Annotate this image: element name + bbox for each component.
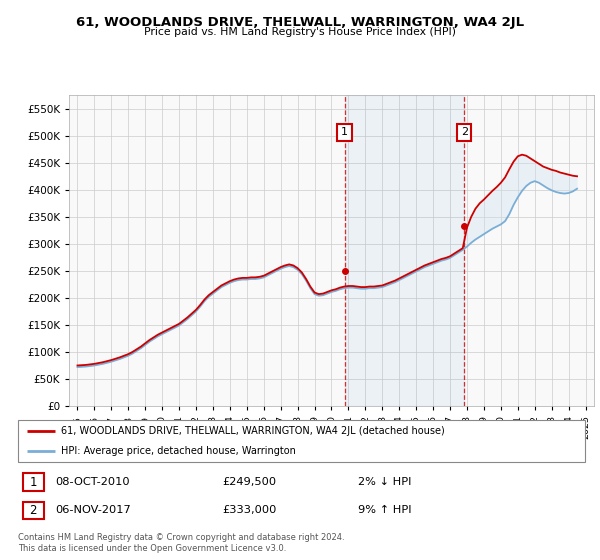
FancyBboxPatch shape [18, 420, 585, 462]
FancyBboxPatch shape [23, 502, 44, 519]
Text: 9% ↑ HPI: 9% ↑ HPI [358, 505, 412, 515]
Text: 08-OCT-2010: 08-OCT-2010 [55, 477, 130, 487]
Text: HPI: Average price, detached house, Warrington: HPI: Average price, detached house, Warr… [61, 446, 295, 456]
Text: Price paid vs. HM Land Registry's House Price Index (HPI): Price paid vs. HM Land Registry's House … [144, 27, 456, 37]
FancyBboxPatch shape [457, 124, 472, 141]
Text: Contains HM Land Registry data © Crown copyright and database right 2024.
This d: Contains HM Land Registry data © Crown c… [18, 533, 344, 553]
Text: £249,500: £249,500 [222, 477, 276, 487]
FancyBboxPatch shape [337, 124, 352, 141]
Text: 2: 2 [29, 504, 37, 517]
Bar [344, 95, 464, 406]
Text: £333,000: £333,000 [222, 505, 277, 515]
Text: 1: 1 [341, 128, 348, 138]
FancyBboxPatch shape [23, 473, 44, 491]
Text: 2% ↓ HPI: 2% ↓ HPI [358, 477, 412, 487]
Text: 06-NOV-2017: 06-NOV-2017 [55, 505, 131, 515]
Text: 61, WOODLANDS DRIVE, THELWALL, WARRINGTON, WA4 2JL (detached house): 61, WOODLANDS DRIVE, THELWALL, WARRINGTO… [61, 426, 444, 436]
Text: 2: 2 [461, 128, 468, 138]
Text: 61, WOODLANDS DRIVE, THELWALL, WARRINGTON, WA4 2JL: 61, WOODLANDS DRIVE, THELWALL, WARRINGTO… [76, 16, 524, 29]
Text: 1: 1 [29, 475, 37, 489]
